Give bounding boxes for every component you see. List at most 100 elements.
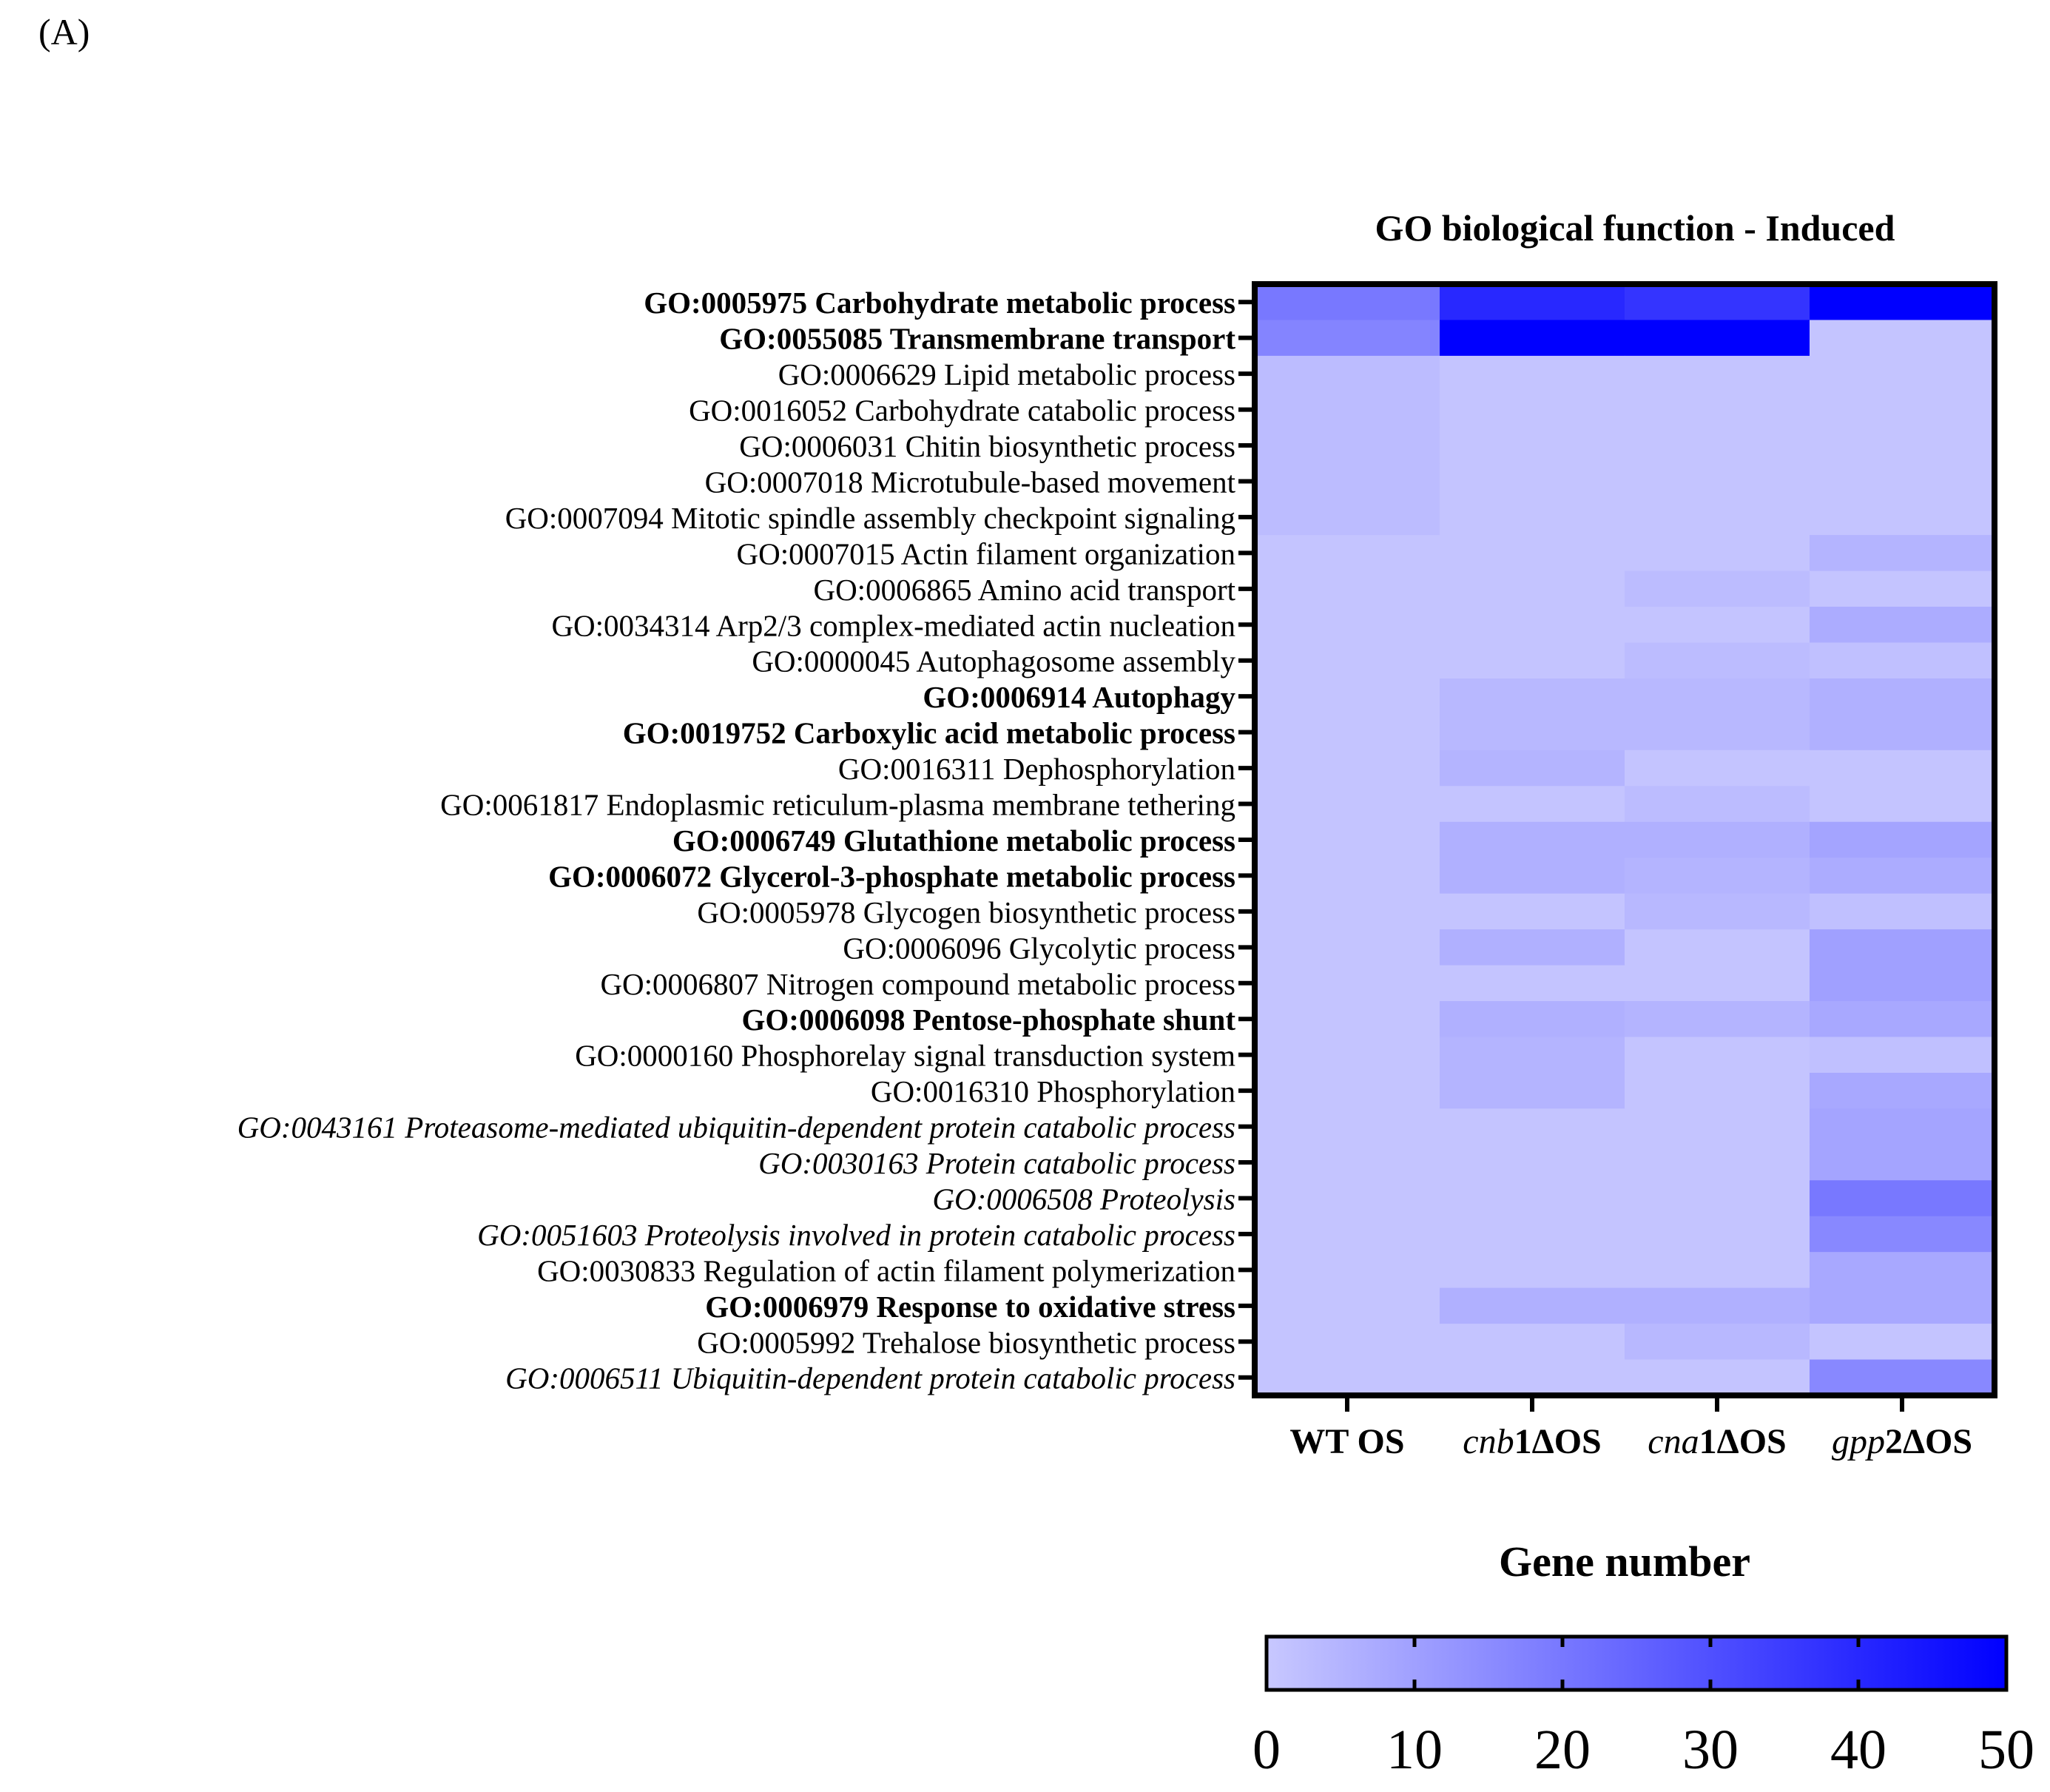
heatmap-cell xyxy=(1625,858,1810,895)
heatmap-cells xyxy=(1255,284,1995,1396)
heatmap-cell xyxy=(1810,1144,1995,1181)
heatmap-cell xyxy=(1440,821,1625,858)
heatmap-cell xyxy=(1625,821,1810,858)
heatmap-cell xyxy=(1625,355,1810,392)
row-label: GO:0005992 Trehalose biosynthetic proces… xyxy=(697,1325,1235,1359)
heatmap-cell xyxy=(1810,1359,1995,1396)
heatmap-frame xyxy=(1252,281,1997,1398)
heatmap-cell xyxy=(1255,821,1440,858)
heatmap-cell xyxy=(1625,642,1810,679)
heatmap-cell xyxy=(1440,1072,1625,1109)
row-label: GO:0006749 Glutathione metabolic process xyxy=(672,823,1235,858)
heatmap-cell xyxy=(1255,427,1440,464)
heatmap-cell xyxy=(1255,535,1440,572)
column-label: gpp2ΔOS xyxy=(1832,1422,1972,1461)
row-label: GO:0043161 Proteasome-mediated ubiquitin… xyxy=(237,1111,1235,1145)
heatmap-cell xyxy=(1625,1287,1810,1324)
colorbar-tick-label: 40 xyxy=(1830,1719,1887,1781)
heatmap-cell xyxy=(1810,678,1995,715)
heatmap-cell xyxy=(1255,463,1440,500)
row-label: GO:0006979 Response to oxidative stress xyxy=(705,1290,1235,1324)
heatmap-cell xyxy=(1625,499,1810,536)
heatmap-cell xyxy=(1625,1216,1810,1253)
heatmap-cell xyxy=(1625,1108,1810,1145)
row-label: GO:0006914 Autophagy xyxy=(923,680,1235,714)
heatmap-cell xyxy=(1625,1252,1810,1289)
heatmap-cell xyxy=(1255,1180,1440,1217)
heatmap-cell xyxy=(1810,1001,1995,1038)
heatmap-cell xyxy=(1255,1001,1440,1038)
heatmap-cell xyxy=(1810,391,1995,428)
heatmap-cell xyxy=(1810,750,1995,786)
heatmap-cell xyxy=(1810,893,1995,930)
heatmap-cell xyxy=(1810,1252,1995,1289)
row-label: GO:0006511 Ubiquitin-dependent protein c… xyxy=(505,1361,1235,1395)
heatmap-cell xyxy=(1810,355,1995,392)
colorbar-title: Gene number xyxy=(1499,1537,1750,1586)
heatmap-cell xyxy=(1440,642,1625,679)
heatmap-cell xyxy=(1810,642,1995,679)
heatmap-cell xyxy=(1810,535,1995,572)
row-label: GO:0000160 Phosphorelay signal transduct… xyxy=(575,1039,1235,1073)
heatmap-cell xyxy=(1810,607,1995,644)
heatmap-cell xyxy=(1810,929,1995,966)
heatmap-cell xyxy=(1625,965,1810,1002)
heatmap-cell xyxy=(1255,786,1440,823)
column-ticks xyxy=(1345,1395,1904,1412)
row-label: GO:0051603 Proteolysis involved in prote… xyxy=(477,1218,1235,1252)
heatmap-cell xyxy=(1810,1037,1995,1074)
heatmap-cell xyxy=(1255,284,1440,321)
heatmap-cell xyxy=(1810,714,1995,751)
heatmap-cell xyxy=(1625,463,1810,500)
heatmap-cell xyxy=(1255,678,1440,715)
heatmap-cell xyxy=(1255,750,1440,786)
heatmap-cell xyxy=(1255,391,1440,428)
heatmap-cell xyxy=(1625,714,1810,751)
heatmap-cell xyxy=(1810,570,1995,607)
colorbar-ticks: 0 10 20 30 40 50 xyxy=(1252,1637,2034,1781)
colorbar xyxy=(1264,1634,2009,1692)
heatmap-cell xyxy=(1625,893,1810,930)
heatmap-cell xyxy=(1440,1108,1625,1145)
heatmap-cell xyxy=(1255,642,1440,679)
heatmap-cell xyxy=(1440,858,1625,895)
heatmap-cell xyxy=(1440,535,1625,572)
heatmap-cell xyxy=(1810,463,1995,500)
heatmap-cell xyxy=(1625,1180,1810,1217)
heatmap-cell xyxy=(1810,1324,1995,1361)
heatmap-cell xyxy=(1625,786,1810,823)
heatmap-cell xyxy=(1440,1252,1625,1289)
row-label: GO:0016310 Phosphorylation xyxy=(871,1074,1235,1108)
heatmap-cell xyxy=(1625,678,1810,715)
heatmap-cell xyxy=(1255,714,1440,751)
heatmap-cell xyxy=(1440,427,1625,464)
row-label: GO:0061817 Endoplasmic reticulum-plasma … xyxy=(440,788,1235,822)
heatmap-cell xyxy=(1440,786,1625,823)
heatmap-cell xyxy=(1255,858,1440,895)
heatmap-cell xyxy=(1440,893,1625,930)
heatmap-cell xyxy=(1625,391,1810,428)
heatmap-cell xyxy=(1255,929,1440,966)
row-label: GO:0006508 Proteolysis xyxy=(932,1182,1235,1216)
heatmap-cell xyxy=(1810,786,1995,823)
heatmap-cell xyxy=(1255,1072,1440,1109)
row-label: GO:0007094 Mitotic spindle assembly chec… xyxy=(505,501,1235,535)
heatmap-cell xyxy=(1440,965,1625,1002)
heatmap-cell xyxy=(1625,535,1810,572)
heatmap-cell xyxy=(1440,678,1625,715)
row-label: GO:0006629 Lipid metabolic process xyxy=(778,357,1235,391)
row-label: GO:0055085 Transmembrane transport xyxy=(719,322,1235,356)
heatmap-cell xyxy=(1255,1252,1440,1289)
row-label: GO:0019752 Carboxylic acid metabolic pro… xyxy=(623,716,1235,750)
heatmap-cell xyxy=(1810,1072,1995,1109)
row-label: GO:0006807 Nitrogen compound metabolic p… xyxy=(600,967,1235,1001)
colorbar-tick-label: 0 xyxy=(1252,1719,1281,1781)
heatmap-cell xyxy=(1810,284,1995,321)
heatmap-cell xyxy=(1440,320,1625,357)
column-labels: WT OS cnb1ΔOS cna1ΔOS gpp2ΔOS xyxy=(1289,1422,1972,1461)
row-label: GO:0016052 Carbohydrate catabolic proces… xyxy=(689,394,1235,428)
heatmap-cell xyxy=(1625,320,1810,357)
heatmap-cell xyxy=(1255,607,1440,644)
heatmap-cell xyxy=(1440,1001,1625,1038)
heatmap-cell xyxy=(1440,355,1625,392)
